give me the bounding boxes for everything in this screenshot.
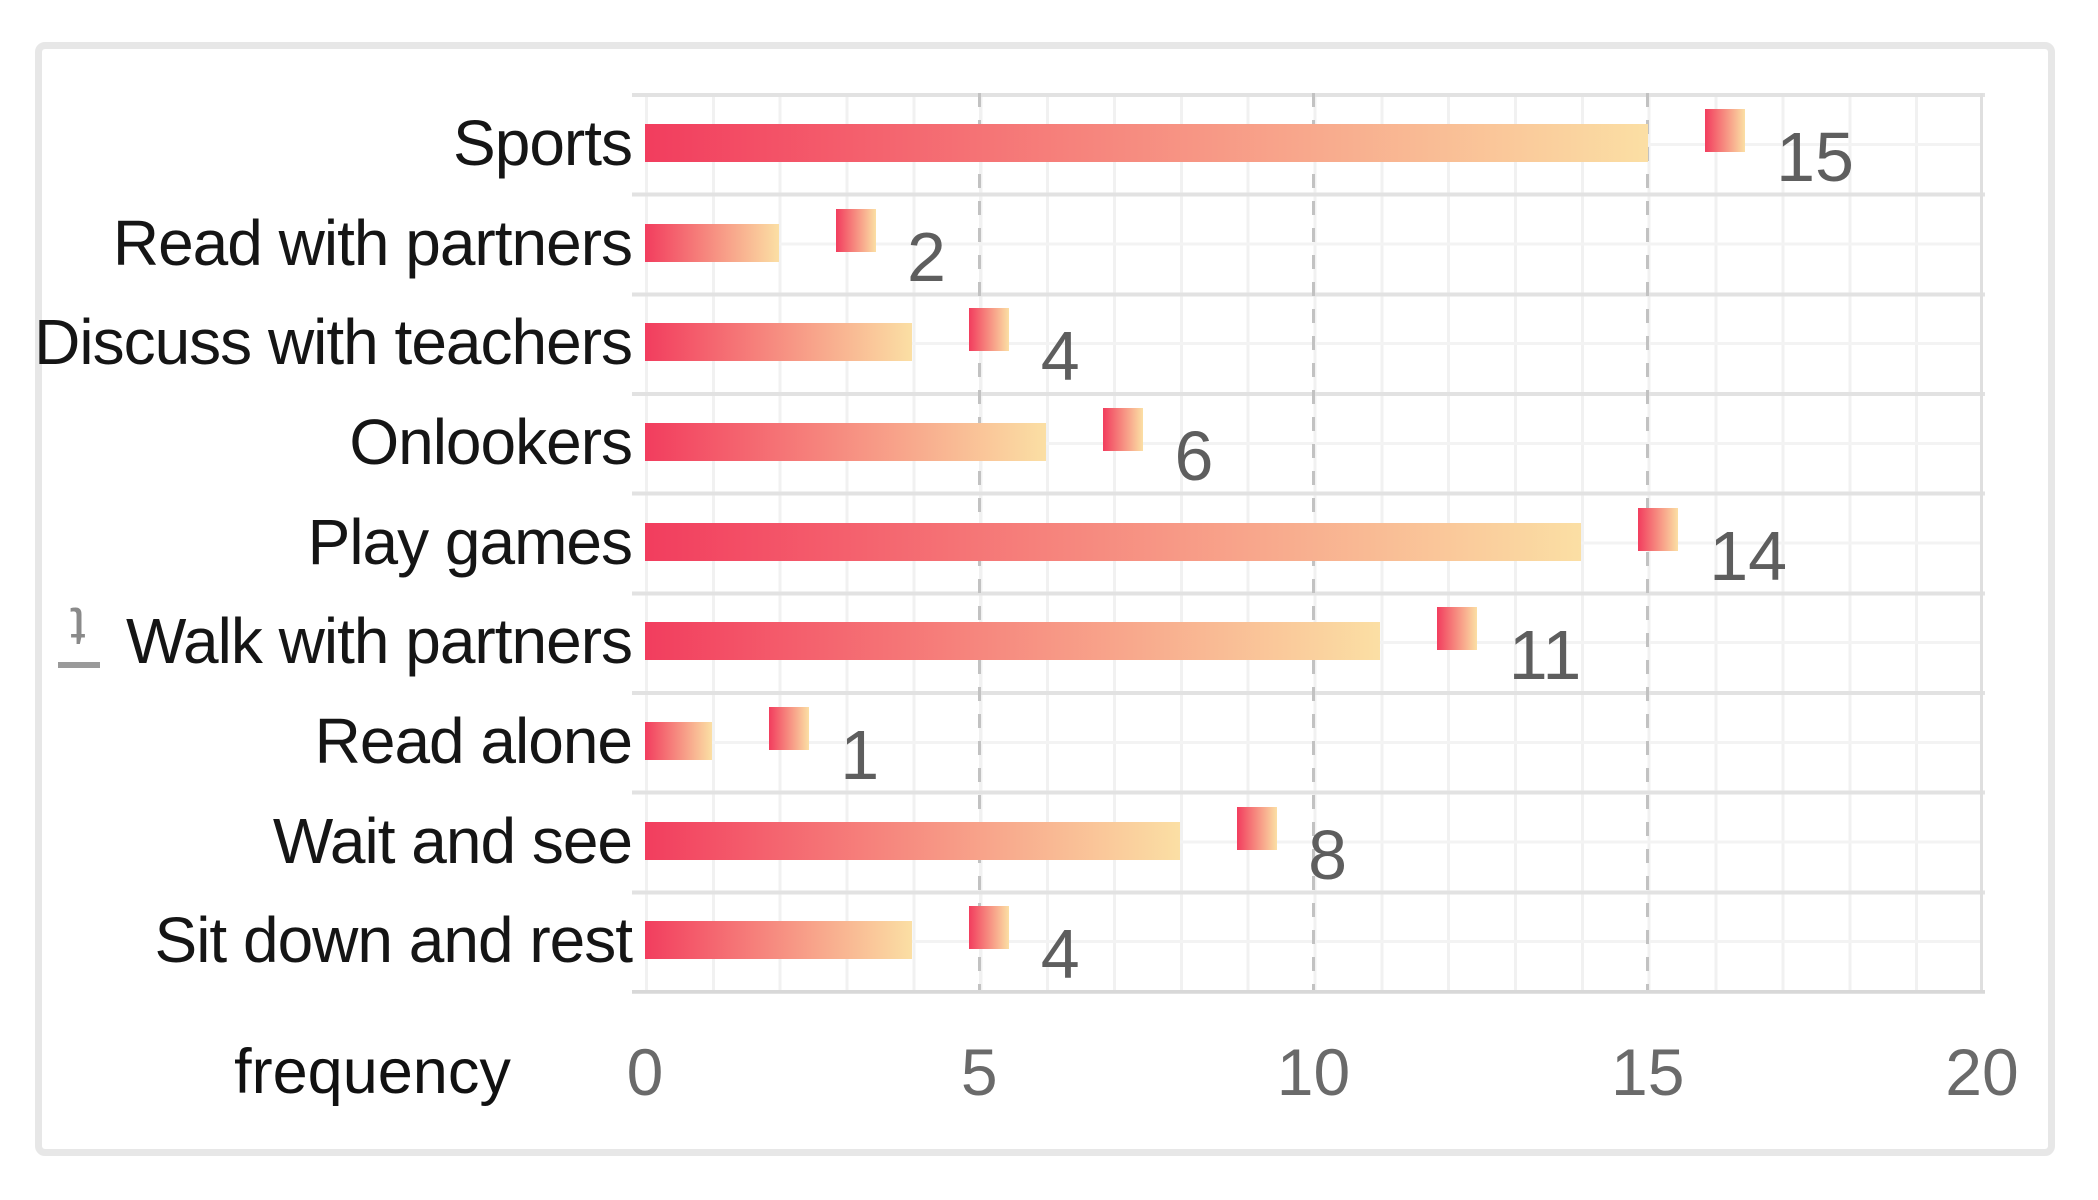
value-label: 15 <box>1776 118 1854 196</box>
bar <box>645 921 913 960</box>
rotated-axis-glyph-underline <box>58 662 100 668</box>
value-label: 4 <box>1040 317 1080 396</box>
bar <box>645 722 712 761</box>
bar-marker <box>969 906 1010 950</box>
bar-marker <box>835 208 876 252</box>
bar-marker <box>969 308 1010 352</box>
bar <box>645 821 1180 860</box>
value-label: 2 <box>907 217 946 296</box>
bar-marker <box>1704 109 1745 152</box>
x-tick-label: 0 <box>626 1035 664 1109</box>
plot-right-edge <box>1980 93 1983 990</box>
value-label: 4 <box>1040 915 1080 994</box>
bar <box>645 522 1581 561</box>
bar-marker <box>1437 607 1478 651</box>
x-tick-label: 5 <box>960 1035 998 1109</box>
category-label: Read with partners <box>112 206 633 279</box>
category-label: Play games <box>307 505 633 578</box>
x-tick-label: 10 <box>1276 1035 1351 1109</box>
x-tick-label: 20 <box>1945 1035 2019 1109</box>
bar <box>645 124 1648 162</box>
category-label: Wait and see <box>272 804 633 877</box>
x-axis-title: frequency <box>234 1037 511 1107</box>
bar <box>645 622 1381 661</box>
value-label: 1 <box>840 716 880 795</box>
value-label: 11 <box>1508 616 1582 695</box>
value-label: 8 <box>1308 815 1348 894</box>
rotated-axis-glyph: t <box>70 596 86 660</box>
category-label: Sit down and rest <box>154 904 634 977</box>
value-label: 14 <box>1709 516 1788 595</box>
x-tick-label: 15 <box>1611 1035 1685 1109</box>
bar <box>645 223 779 262</box>
category-label: Read alone <box>314 705 633 778</box>
bar <box>645 423 1047 461</box>
category-label: Discuss with teachers <box>34 306 633 379</box>
category-label: Onlookers <box>349 406 633 478</box>
bar-marker <box>1102 408 1143 451</box>
bar <box>645 323 913 362</box>
value-label: 6 <box>1174 417 1214 495</box>
category-label: Walk with partners <box>126 605 633 678</box>
bar-marker <box>1637 507 1678 551</box>
category-label: Sports <box>453 107 633 179</box>
bar-marker <box>1236 806 1277 850</box>
bar-marker <box>768 707 809 751</box>
x-axis-line <box>632 990 1985 993</box>
